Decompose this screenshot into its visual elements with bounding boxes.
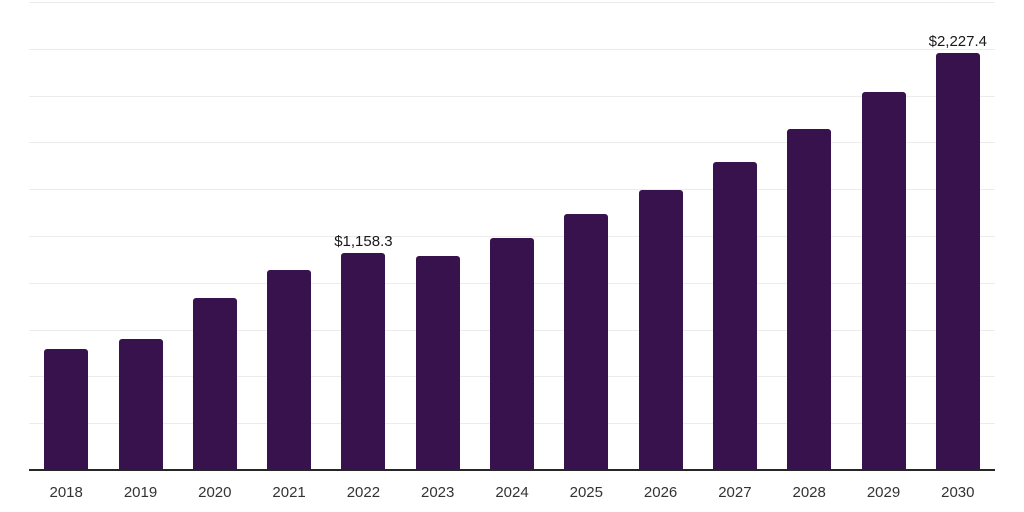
bar-2023 [415,256,460,470]
x-tick-label-2027: 2027 [718,484,752,501]
x-tick-label-2024: 2024 [495,484,529,501]
bar-2025 [564,214,609,470]
bar-2018 [44,349,89,470]
bar-2020 [192,297,237,470]
bar-2022 [341,253,386,470]
bar-2019 [118,339,163,470]
bar-2028 [787,129,832,470]
bar-2026 [638,189,683,470]
x-tick-label-2028: 2028 [792,484,826,501]
x-tick-label-2022: 2022 [346,484,381,501]
bar-2021 [267,270,312,470]
bar-2029 [861,92,906,470]
data-label-2022: $1,158.3 [334,233,393,251]
bar-2030 [935,53,980,470]
gridline [29,95,995,97]
x-tick-label-2029: 2029 [866,484,901,501]
x-tick-label-2023: 2023 [421,484,455,501]
gridline [29,2,995,3]
x-tick-label-2030: 2030 [941,484,975,501]
gridline [29,142,995,144]
x-tick-label-2025: 2025 [569,484,603,501]
x-tick-label-2020: 2020 [198,484,232,501]
x-tick-label-2018: 2018 [49,484,83,501]
gridline [29,189,995,191]
gridline [29,48,995,50]
data-label-2030: $2,227.4 [928,33,987,50]
gridline [29,236,995,237]
x-tick-label-2026: 2026 [643,484,678,501]
x-axis-line [29,469,995,471]
bar-2027 [712,161,757,470]
x-tick-label-2019: 2019 [123,484,158,501]
x-tick-label-2021: 2021 [272,484,306,501]
bar-2024 [490,237,534,470]
